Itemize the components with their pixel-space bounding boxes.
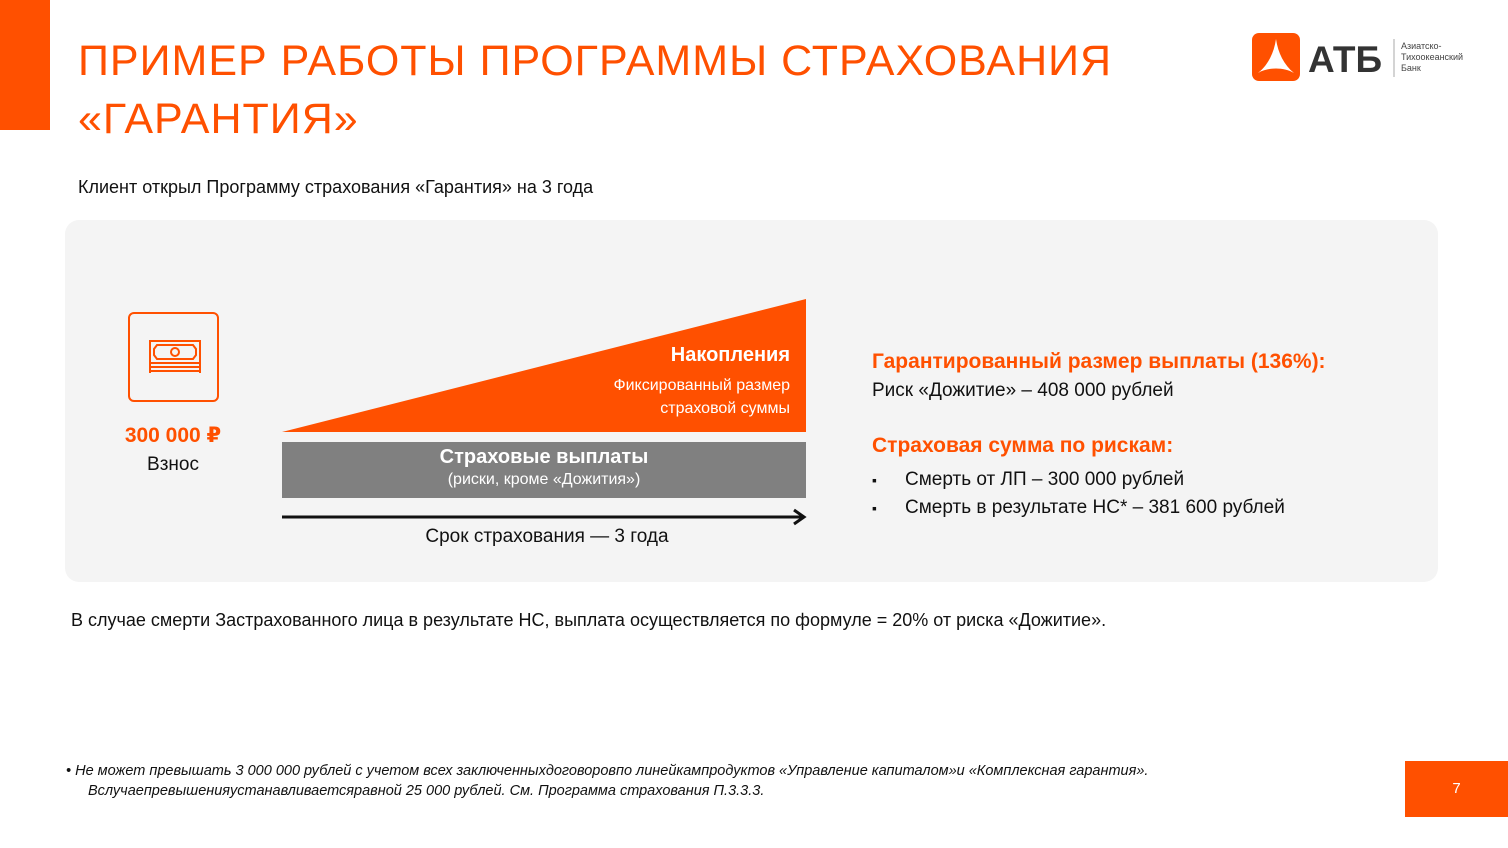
- title-line: ПРИМЕР РАБОТЫ ПРОГРАММЫ СТРАХОВАНИЯ: [78, 37, 1113, 85]
- svg-text:АТБ: АТБ: [1308, 39, 1382, 80]
- svg-text:Тихоокеанский: Тихоокеанский: [1401, 52, 1463, 62]
- accumulation-triangle: [282, 299, 806, 432]
- guaranteed-text: Риск «Дожитие» – 408 000 рублей: [872, 380, 1174, 401]
- formula-note: В случае смерти Застрахованного лица в р…: [71, 610, 1107, 630]
- accumulation-title: Накопления: [670, 344, 790, 366]
- title-line: «ГАРАНТИЯ»: [78, 95, 359, 143]
- sum-insured-list: Смерть от ЛП – 300 000 рублей Смерть в р…: [872, 466, 1285, 522]
- footnote: • Не может превышать 3 000 000 рублей с …: [66, 763, 1149, 799]
- deposit-amount: 300 000 ₽: [124, 424, 222, 447]
- payouts-bar: Страховые выплаты (риски, кроме «Дожития…: [282, 442, 806, 498]
- sum-insured-title: Страховая сумма по рискам:: [872, 434, 1174, 457]
- payouts-title: Страховые выплаты: [439, 446, 649, 468]
- payouts-subtitle: (риски, кроме «Дожития»): [447, 471, 641, 488]
- svg-text:Азиатско-: Азиатско-: [1401, 41, 1442, 51]
- list-item: Смерть от ЛП – 300 000 рублей: [872, 466, 1285, 494]
- page-title: ПРИМЕР РАБОТЫ ПРОГРАММЫ СТРАХОВАНИЯ «ГАР…: [78, 32, 1112, 148]
- atb-logo: АТБ Азиатско- Тихоокеанский Банк: [1252, 33, 1482, 83]
- timeline-arrow-icon: [282, 508, 807, 526]
- subtitle: Клиент открыл Программу страхования «Гар…: [78, 177, 594, 197]
- accumulation-subtitle: Фиксированный размер страховой суммы: [613, 377, 790, 417]
- corner-accent: [0, 0, 50, 130]
- term-label: Срок страхования — 3 года: [425, 526, 669, 547]
- svg-text:Банк: Банк: [1401, 63, 1421, 73]
- logo-mark-icon: АТБ Азиатско- Тихоокеанский Банк: [1252, 33, 1463, 81]
- list-item: Смерть в результате НС* – 381 600 рублей: [872, 494, 1285, 522]
- money-icon: [128, 312, 219, 402]
- guaranteed-title: Гарантированный размер выплаты (136%):: [872, 350, 1326, 373]
- deposit-label: Взнос: [147, 454, 199, 475]
- page-number: 7: [1405, 761, 1508, 817]
